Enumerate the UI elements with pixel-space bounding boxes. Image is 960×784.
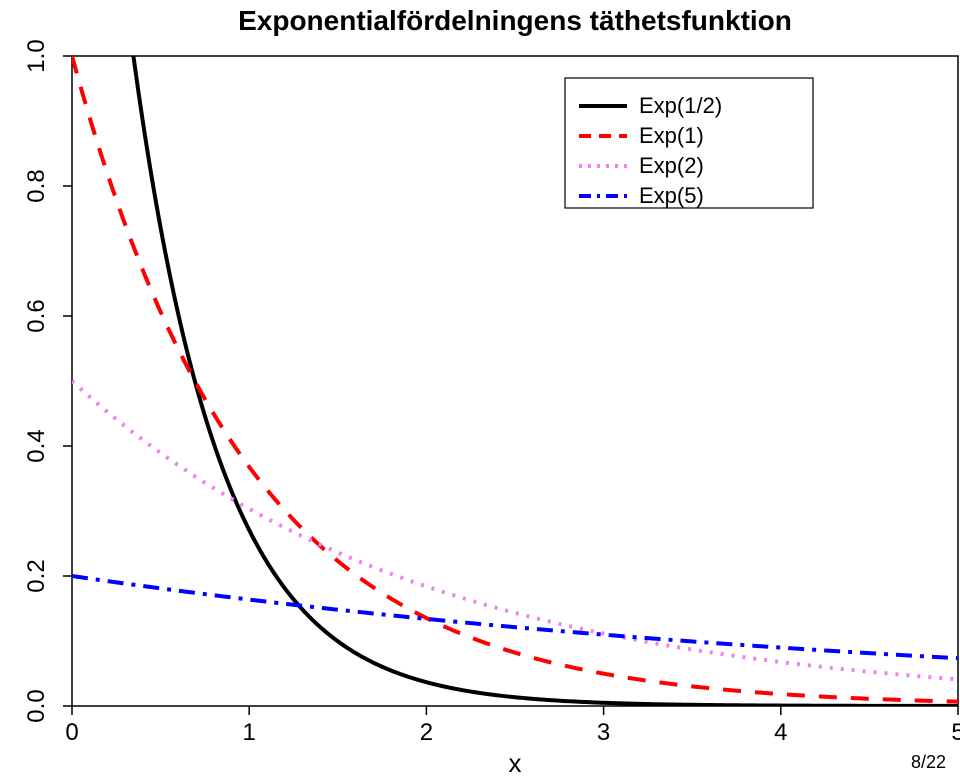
x-tick-label: 3 bbox=[597, 719, 610, 746]
legend-label: Exp(2) bbox=[639, 153, 704, 178]
y-tick-label: 0.6 bbox=[23, 299, 50, 332]
x-axis-label: x bbox=[509, 748, 522, 778]
legend-label: Exp(5) bbox=[639, 183, 704, 208]
chart-title: Exponentialfördelningens täthetsfunktion bbox=[238, 5, 792, 36]
exponential-pdf-chart: Exponentialfördelningens täthetsfunktion… bbox=[0, 0, 960, 779]
page-number: 8/22 bbox=[911, 752, 946, 773]
series-line bbox=[72, 576, 958, 658]
x-tick-label: 2 bbox=[420, 719, 433, 746]
y-tick-label: 0.2 bbox=[23, 559, 50, 592]
legend-label: Exp(1/2) bbox=[639, 93, 722, 118]
y-tick-label: 0.4 bbox=[23, 429, 50, 462]
x-tick-label: 1 bbox=[243, 719, 256, 746]
plot-box bbox=[72, 56, 958, 706]
series-line bbox=[72, 56, 958, 702]
legend: Exp(1/2) Exp(1) Exp(2) Exp(5) bbox=[565, 78, 813, 208]
x-tick-label: 0 bbox=[65, 719, 78, 746]
y-tick-label: 1.0 bbox=[23, 39, 50, 72]
y-tick-label: 0.8 bbox=[23, 169, 50, 202]
curves-group bbox=[72, 0, 958, 706]
x-tick-label: 4 bbox=[774, 719, 787, 746]
series-line bbox=[72, 0, 958, 706]
legend-label: Exp(1) bbox=[639, 123, 704, 148]
series-line bbox=[72, 381, 958, 679]
y-tick-label: 0.0 bbox=[23, 689, 50, 722]
chart-container: Exponentialfördelningens täthetsfunktion… bbox=[0, 0, 960, 779]
x-tick-label: 5 bbox=[951, 719, 960, 746]
